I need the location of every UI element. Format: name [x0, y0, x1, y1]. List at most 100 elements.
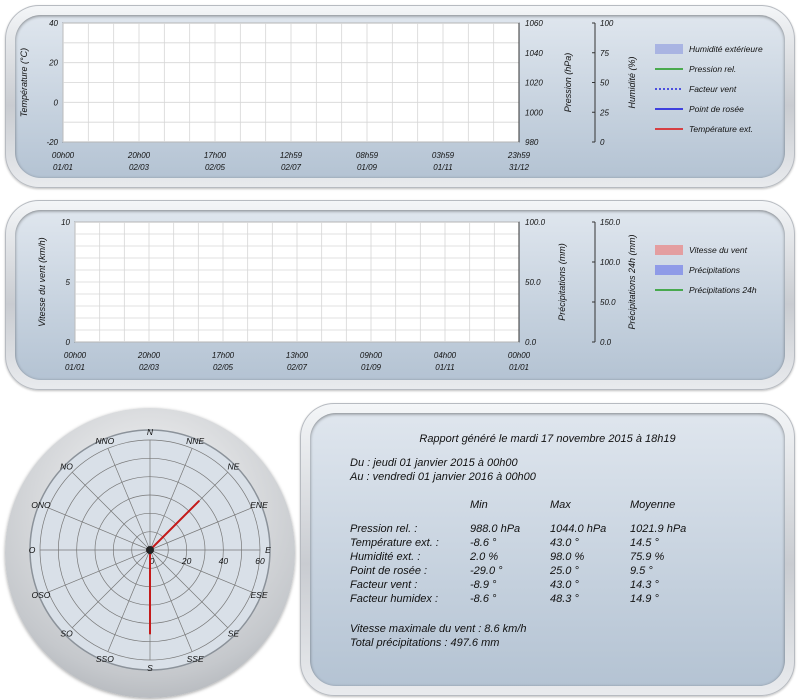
- rose-direction-label: SO: [60, 628, 73, 638]
- y2-tick-label: 1060: [525, 19, 543, 28]
- rose-spoke: [149, 448, 193, 551]
- rose-radial-tick: 60: [255, 556, 265, 566]
- rose-direction-label: SSE: [187, 654, 204, 664]
- report-cell-avg: 14.5 °: [630, 537, 659, 549]
- report-cell-max: 43.0 °: [550, 579, 579, 591]
- x-tick-time: 04h00: [434, 351, 457, 360]
- x-tick-time: 20h00: [127, 151, 151, 160]
- report-period-to: Au : vendredi 01 janvier 2016 à 00h00: [350, 471, 536, 483]
- rose-direction-label: NO: [60, 462, 73, 472]
- report-header-max: Max: [550, 499, 571, 511]
- y-tick-label: 40: [49, 19, 58, 28]
- rose-direction-label: ENE: [250, 500, 268, 510]
- report-panel: Rapport généré le mardi 17 novembre 2015…: [300, 403, 795, 696]
- y2-tick-label: 1000: [525, 108, 543, 117]
- report-cell-label: Facteur humidex :: [350, 593, 439, 605]
- report-total-rain: Total précipitations : 497.6 mm: [350, 637, 500, 649]
- x-tick-time: 03h59: [432, 151, 455, 160]
- report-cell-avg: 14.9 °: [630, 593, 659, 605]
- report-cell-label: Pression rel. :: [350, 523, 418, 535]
- report-cell-avg: 75.9 %: [630, 551, 665, 563]
- x-tick-time: 23h59: [507, 151, 531, 160]
- report-cell-avg: 14.3 °: [630, 579, 659, 591]
- y3-tick-label: 100.0: [600, 258, 621, 267]
- legend-swatch: [655, 44, 683, 54]
- legend-label: Point de rosée: [689, 104, 744, 114]
- y2-tick-label: 1020: [525, 79, 543, 88]
- x-tick-date: 01/01: [65, 363, 85, 372]
- y2-tick-label: 1040: [525, 49, 543, 58]
- rose-direction-label: N: [147, 427, 154, 437]
- rose-wind-ray: [149, 499, 201, 551]
- y3-tick-label: 100: [600, 19, 614, 28]
- x-tick-time: 00h00: [64, 351, 87, 360]
- x-tick-date: 02/05: [205, 163, 226, 172]
- y2-tick-label: 100.0: [525, 218, 546, 227]
- x-tick-time: 20h00: [137, 351, 161, 360]
- y-tick-label: 0: [54, 98, 59, 107]
- rose-center: [146, 546, 154, 554]
- rose-spoke: [149, 507, 252, 551]
- x-tick-time: 09h00: [360, 351, 383, 360]
- rose-radial-tick: 40: [219, 556, 229, 566]
- report-cell-max: 43.0 °: [550, 537, 579, 549]
- rose-radial-tick: 0: [150, 556, 155, 566]
- rose-spoke: [149, 549, 193, 652]
- y3-axis-title: Précipitations 24h (mm): [627, 234, 637, 329]
- y-tick-label: 10: [61, 218, 70, 227]
- legend-swatch: [655, 265, 683, 275]
- x-tick-date: 02/03: [139, 363, 160, 372]
- y-tick-label: 5: [66, 278, 71, 287]
- rose-direction-label: S: [147, 663, 153, 673]
- report-period-from: Du : jeudi 01 janvier 2015 à 00h00: [350, 457, 518, 469]
- x-tick-date: 31/12: [509, 163, 530, 172]
- x-tick-time: 13h00: [286, 351, 309, 360]
- legend-label: Humidité extérieure: [689, 44, 763, 54]
- y-tick-label: 20: [48, 59, 58, 68]
- wind-rose-frame: N NNE NE ENE E ESE SE SSE S SSO SO OSO O ONO NO NNO 0 20 4…: [5, 408, 295, 698]
- climate-chart: 40 20 0 -20 1060 1040 1020 1000 980 100 75 50 25 0 00h…: [19, 19, 763, 172]
- legend-swatch: [655, 245, 683, 255]
- wind-rain-chart-panel: 10 5 0 100.0 50.0 0.0 150.0 100.0 50.0 0.0 00h00 01…: [5, 200, 795, 390]
- report-wind-max: Vitesse maximale du vent : 8.6 km/h: [350, 623, 527, 635]
- x-tick-date: 02/03: [129, 163, 150, 172]
- report-cell-min: -8.6 °: [470, 537, 497, 549]
- rose-direction-label: ESE: [251, 590, 268, 600]
- y-tick-label: -20: [46, 138, 58, 147]
- x-tick-date: 02/07: [287, 363, 308, 372]
- rose-direction-label: SSO: [96, 654, 114, 664]
- y3-tick-label: 150.0: [600, 218, 621, 227]
- x-tick-time: 17h00: [212, 351, 235, 360]
- rose-direction-label: ONO: [31, 500, 51, 510]
- y3-axis-title: Humidité (%): [627, 56, 637, 108]
- report-header-min: Min: [470, 499, 488, 511]
- rose-spoke: [71, 549, 151, 629]
- x-tick-time: 17h00: [204, 151, 227, 160]
- report-cell-label: Facteur vent :: [350, 579, 418, 591]
- y3-tick-label: 0: [600, 138, 605, 147]
- rose-spoke: [149, 549, 229, 629]
- report-header-avg: Moyenne: [630, 499, 676, 511]
- rose-spoke: [48, 549, 151, 593]
- climate-chart-panel: 40 20 0 -20 1060 1040 1020 1000 980 100 75 50 25 0 00h…: [5, 5, 795, 188]
- y2-axis-title: Pression (hPa): [563, 53, 573, 113]
- y3-tick-label: 50.0: [600, 298, 616, 307]
- rose-direction-label: OSO: [32, 590, 51, 600]
- report-cell-label: Point de rosée :: [350, 565, 428, 577]
- rose-spoke: [48, 507, 151, 551]
- report-cell-max: 98.0 %: [550, 551, 585, 563]
- x-tick-time: 08h59: [356, 151, 379, 160]
- x-tick-date: 01/11: [435, 363, 454, 372]
- report-cell-max: 1044.0 hPa: [550, 523, 607, 535]
- y-axis-title: Température (°C): [19, 48, 29, 117]
- x-tick-date: 01/11: [433, 163, 452, 172]
- legend-label: Vitesse du vent: [689, 245, 748, 255]
- legend-label: Pression rel.: [689, 64, 736, 74]
- rose-direction-label: O: [29, 545, 36, 555]
- report-cell-label: Humidité ext. :: [350, 551, 421, 563]
- y3-tick-label: 75: [600, 49, 609, 58]
- x-tick-time: 00h00: [508, 351, 531, 360]
- report-cell-max: 48.3 °: [550, 593, 579, 605]
- y2-tick-label: 980: [525, 138, 539, 147]
- x-tick-time: 12h59: [280, 151, 303, 160]
